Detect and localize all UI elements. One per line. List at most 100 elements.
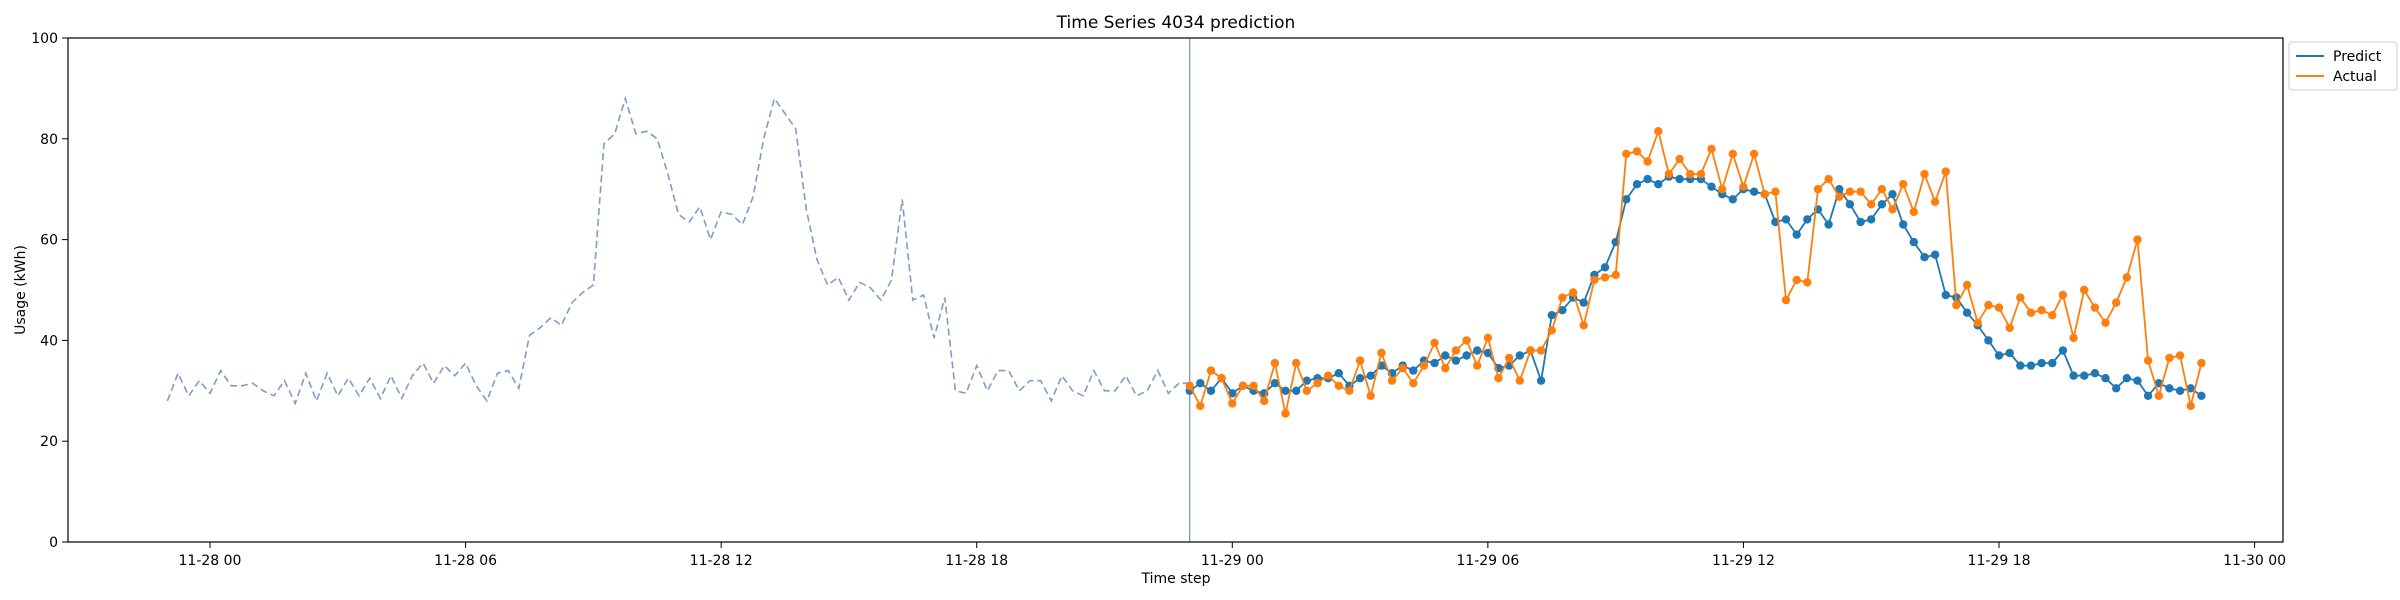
predict-point xyxy=(1515,351,1525,360)
actual-point xyxy=(1387,376,1397,385)
predict-point xyxy=(1334,369,1344,378)
actual-point xyxy=(1739,182,1748,191)
actual-point xyxy=(1483,333,1493,343)
y-tick-label: 20 xyxy=(40,434,58,450)
actual-point xyxy=(1686,169,1695,179)
chart-title: Time Series 4034 prediction xyxy=(1056,13,1296,33)
predict-point xyxy=(1643,174,1652,184)
actual-point xyxy=(1632,147,1642,156)
actual-point xyxy=(1185,381,1194,390)
predict-point xyxy=(2005,348,2014,358)
x-tick-label: 11-29 00 xyxy=(1201,553,1264,569)
predict-point xyxy=(1441,351,1450,360)
x-axis-title: Time step xyxy=(1141,571,1211,587)
predict-point xyxy=(1941,290,1951,300)
actual-point xyxy=(1824,174,1833,184)
actual-point xyxy=(1675,154,1684,164)
actual-point xyxy=(1930,197,1940,206)
actual-point xyxy=(1664,169,1674,179)
actual-point xyxy=(2016,293,2025,302)
actual-point xyxy=(1302,386,1312,395)
predict-point xyxy=(2090,369,2100,378)
x-tick-label: 11-30 00 xyxy=(2223,553,2286,569)
actual-point xyxy=(1888,205,1897,214)
predict-point xyxy=(1845,200,1855,209)
predict-point xyxy=(2175,386,2185,395)
predict-point xyxy=(1579,298,1588,307)
predict-point xyxy=(1835,185,1844,194)
predict-point xyxy=(2143,391,2153,400)
actual-point xyxy=(1611,270,1620,280)
predict-point xyxy=(2112,384,2121,393)
predict-point xyxy=(1632,180,1642,189)
actual-point xyxy=(2080,285,2089,295)
predict-point xyxy=(1654,180,1663,189)
actual-point xyxy=(1984,300,1993,310)
x-tick-label: 11-29 12 xyxy=(1712,553,1775,569)
x-tick-label: 11-28 00 xyxy=(179,553,242,569)
predict-point xyxy=(1281,386,1290,395)
predict-point xyxy=(1984,336,1993,345)
y-tick-label: 60 xyxy=(40,233,58,249)
actual-point xyxy=(1398,363,1407,373)
actual-point xyxy=(2037,306,2046,315)
predict-point xyxy=(1355,374,1365,383)
predict-point xyxy=(1206,386,1216,395)
plot-frame xyxy=(67,37,2284,543)
actual-series xyxy=(1185,127,2206,418)
actual-point xyxy=(1377,348,1386,358)
predict-point xyxy=(1781,215,1791,224)
actual-point xyxy=(1909,207,1919,217)
predict-point xyxy=(1675,174,1684,184)
actual-point xyxy=(1973,318,1982,327)
predict-point xyxy=(1994,351,2004,360)
predict-point xyxy=(2069,371,2078,380)
predict-point xyxy=(1228,389,1237,398)
actual-point xyxy=(2197,358,2206,368)
actual-point xyxy=(1249,381,1258,390)
predict-point xyxy=(1430,358,1439,368)
actual-point xyxy=(1718,185,1727,194)
predict-point xyxy=(2133,376,2142,385)
predict-point xyxy=(2037,358,2046,368)
actual-point xyxy=(2154,391,2163,400)
data-layer xyxy=(166,38,2206,542)
actual-point xyxy=(1547,326,1557,335)
actual-point xyxy=(1952,300,1961,310)
actual-point xyxy=(2143,356,2153,365)
predict-point xyxy=(1622,195,1631,204)
x-tick-label: 11-29 06 xyxy=(1456,553,1519,569)
actual-point xyxy=(1803,278,1812,287)
actual-point xyxy=(1590,275,1599,285)
predict-point xyxy=(1473,346,1482,355)
legend-actual-label: Actual xyxy=(2333,69,2377,85)
predict-point xyxy=(1930,250,1940,259)
predict-point xyxy=(1536,376,1546,385)
actual-point xyxy=(1749,149,1759,159)
actual-point xyxy=(2175,351,2185,360)
actual-point xyxy=(1579,321,1588,330)
predict-point xyxy=(1792,230,1801,239)
y-tick-label: 0 xyxy=(49,535,58,551)
predict-point xyxy=(1707,182,1716,191)
predict-point xyxy=(1366,371,1375,380)
actual-point xyxy=(1323,371,1333,380)
actual-point xyxy=(2101,318,2110,327)
predict-point xyxy=(1270,379,1280,388)
actual-point xyxy=(1781,295,1791,305)
actual-point xyxy=(1281,409,1290,418)
predict-point xyxy=(1962,308,1972,317)
x-tick-label: 11-28 18 xyxy=(945,553,1008,569)
actual-point xyxy=(1920,169,1929,179)
x-tick-label: 11-28 12 xyxy=(690,553,753,569)
predict-point xyxy=(2122,374,2131,383)
actual-point xyxy=(1419,361,1429,370)
actual-point xyxy=(1334,381,1344,390)
actual-point xyxy=(2005,323,2014,332)
actual-point xyxy=(1217,374,1226,383)
actual-point xyxy=(2026,308,2036,317)
actual-point xyxy=(1515,376,1525,385)
actual-point xyxy=(1728,149,1738,159)
legend-predict-label: Predict xyxy=(2333,49,2382,65)
